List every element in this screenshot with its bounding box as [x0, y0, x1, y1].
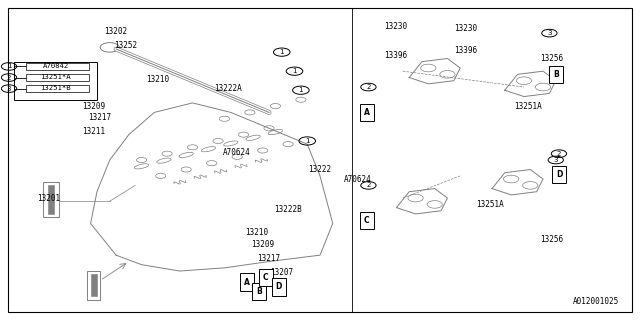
- Text: 13251*A: 13251*A: [40, 74, 71, 80]
- Circle shape: [504, 175, 519, 183]
- Text: 13201: 13201: [38, 194, 61, 203]
- Text: 13202: 13202: [104, 27, 127, 36]
- Circle shape: [283, 142, 293, 147]
- Text: 13217: 13217: [88, 113, 112, 122]
- Circle shape: [245, 110, 255, 115]
- Text: 1: 1: [292, 68, 297, 74]
- Bar: [360, 212, 374, 229]
- Bar: [552, 165, 566, 183]
- Text: 13230: 13230: [454, 24, 477, 33]
- Text: A70624: A70624: [344, 174, 372, 184]
- Text: C: C: [263, 273, 269, 282]
- Text: 3: 3: [7, 86, 12, 92]
- Text: 1: 1: [280, 49, 284, 55]
- Bar: [548, 66, 563, 83]
- Text: 13256: 13256: [540, 235, 563, 244]
- Bar: [360, 104, 374, 121]
- Bar: [26, 63, 90, 69]
- Circle shape: [427, 201, 442, 208]
- Text: 13396: 13396: [454, 46, 477, 55]
- Text: 13207: 13207: [270, 268, 293, 277]
- Bar: [26, 74, 90, 81]
- Circle shape: [181, 167, 191, 172]
- Text: 3: 3: [554, 157, 558, 163]
- Text: 13222A: 13222A: [214, 84, 241, 93]
- Circle shape: [264, 126, 274, 131]
- Text: 13251A: 13251A: [476, 200, 504, 209]
- Bar: [252, 283, 266, 300]
- Text: 13209: 13209: [82, 101, 106, 111]
- Text: 2: 2: [557, 151, 561, 157]
- Text: 13210: 13210: [146, 75, 169, 84]
- Text: B: B: [553, 70, 559, 79]
- Bar: [91, 274, 97, 296]
- Text: 2: 2: [366, 182, 371, 188]
- Circle shape: [162, 151, 172, 156]
- Text: 2: 2: [7, 75, 12, 81]
- Circle shape: [257, 148, 268, 153]
- Text: 1: 1: [299, 87, 303, 93]
- Text: 13209: 13209: [251, 240, 274, 249]
- Text: 1: 1: [305, 138, 310, 144]
- Bar: [88, 271, 100, 300]
- Text: 13222: 13222: [308, 165, 332, 174]
- Text: 13222B: 13222B: [275, 205, 302, 214]
- Circle shape: [440, 70, 455, 78]
- Text: 13256: 13256: [540, 54, 563, 63]
- Circle shape: [408, 194, 423, 202]
- Text: 13217: 13217: [257, 254, 280, 263]
- Text: 13210: 13210: [244, 228, 268, 237]
- Text: 13251A: 13251A: [515, 101, 542, 111]
- Bar: [271, 278, 285, 296]
- Text: 13211: 13211: [82, 127, 106, 136]
- Circle shape: [220, 116, 230, 121]
- Bar: [26, 85, 90, 92]
- Text: A012001025: A012001025: [573, 297, 620, 306]
- Circle shape: [156, 173, 166, 178]
- Text: 13396: 13396: [384, 51, 407, 60]
- Circle shape: [516, 77, 532, 84]
- Circle shape: [239, 132, 248, 137]
- Circle shape: [207, 161, 217, 166]
- Text: A: A: [244, 278, 250, 287]
- Text: B: B: [257, 287, 262, 296]
- Circle shape: [296, 97, 306, 102]
- Text: C: C: [364, 216, 369, 225]
- Bar: [259, 269, 273, 286]
- Text: 13251*B: 13251*B: [40, 85, 71, 91]
- Text: 3: 3: [547, 30, 552, 36]
- Circle shape: [213, 139, 223, 143]
- Bar: [43, 182, 59, 217]
- Circle shape: [523, 181, 538, 189]
- Text: A70624: A70624: [223, 148, 251, 156]
- Text: A: A: [364, 108, 369, 117]
- Text: D: D: [556, 170, 562, 179]
- Circle shape: [420, 64, 436, 72]
- Text: 2: 2: [366, 84, 371, 90]
- Text: 13252: 13252: [114, 41, 137, 50]
- Bar: [14, 62, 97, 100]
- Bar: [48, 185, 54, 214]
- Circle shape: [536, 83, 550, 91]
- Circle shape: [100, 43, 119, 52]
- Text: 1: 1: [7, 63, 12, 69]
- Text: A70842: A70842: [42, 63, 68, 69]
- Text: D: D: [275, 282, 282, 292]
- Bar: [240, 273, 253, 291]
- Circle shape: [188, 145, 198, 150]
- Circle shape: [136, 157, 147, 163]
- Circle shape: [232, 154, 243, 159]
- Circle shape: [270, 104, 280, 108]
- Text: 13230: 13230: [384, 22, 407, 31]
